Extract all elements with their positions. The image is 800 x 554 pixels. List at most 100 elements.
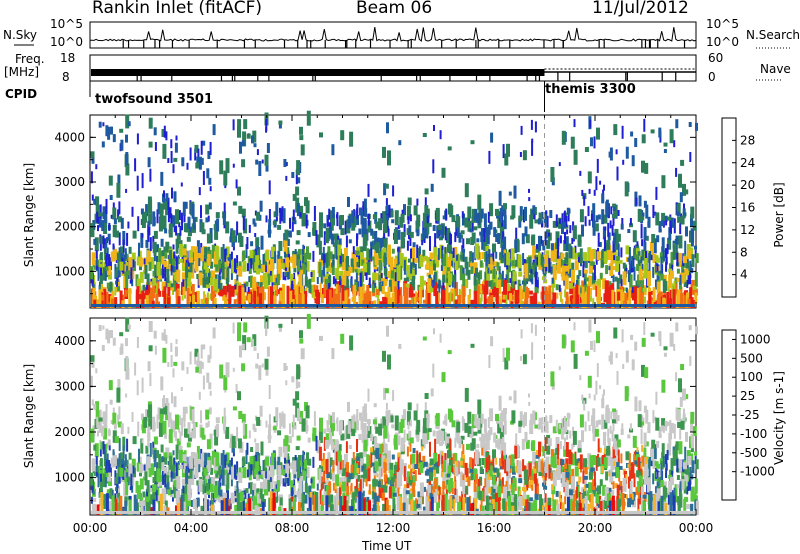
velocity-cell xyxy=(627,476,630,489)
power-cell xyxy=(481,228,484,237)
velocity-cell xyxy=(643,447,647,458)
power-cell xyxy=(505,294,508,305)
power-cell xyxy=(545,210,548,215)
power-cell xyxy=(117,262,120,278)
power-cell xyxy=(656,257,661,263)
power-cell xyxy=(176,233,181,240)
power-cell xyxy=(374,255,379,266)
velocity-cell xyxy=(489,427,493,436)
velocity-cell xyxy=(484,487,489,502)
velocity-cell xyxy=(519,411,523,426)
power-cell xyxy=(215,264,219,272)
power-cell xyxy=(622,159,625,165)
velocity-cell xyxy=(616,484,620,500)
power-cell xyxy=(668,274,673,289)
power-cell xyxy=(226,267,230,283)
velocity-cell xyxy=(200,453,205,468)
velocity-cell xyxy=(671,470,674,477)
velocity-cell xyxy=(643,405,647,413)
velocity-cell xyxy=(484,478,488,489)
power-cell xyxy=(407,197,412,206)
power-cell xyxy=(155,283,158,295)
velocity-cell xyxy=(559,458,563,474)
velocity-cell xyxy=(206,439,211,450)
power-cell xyxy=(301,213,306,227)
velocity-cell xyxy=(508,464,512,469)
velocity-cell xyxy=(656,488,661,501)
power-cell xyxy=(128,257,133,273)
velocity-cell xyxy=(476,486,480,499)
power-ground-cell xyxy=(680,293,684,308)
power-colorbar-tick-label: 4 xyxy=(740,268,748,282)
power-ground-cell xyxy=(337,285,341,308)
velocity-cell xyxy=(124,477,128,483)
velocity-cell xyxy=(458,438,462,449)
power-cell xyxy=(449,291,452,302)
power-cell xyxy=(625,245,630,255)
power-cell xyxy=(136,256,141,266)
velocity-cell xyxy=(430,388,434,397)
power-cell xyxy=(132,259,135,268)
power-cell xyxy=(205,204,210,215)
power-cell xyxy=(306,246,309,260)
power-cell xyxy=(641,239,644,247)
power-ground-cell xyxy=(141,290,145,308)
velocity-cell xyxy=(238,411,243,419)
power-cell xyxy=(343,247,348,262)
velocity-cell xyxy=(335,451,338,466)
power-cell xyxy=(189,257,194,263)
velocity-cell xyxy=(94,443,99,458)
power-cell xyxy=(540,254,544,266)
velocity-cell xyxy=(237,391,241,401)
velocity-cell xyxy=(398,343,402,349)
velocity-cell xyxy=(558,366,561,371)
velocity-cell xyxy=(251,338,254,347)
velocity-cell xyxy=(493,432,497,443)
velocity-cell xyxy=(446,499,451,511)
power-cell xyxy=(391,219,395,224)
power-cell xyxy=(441,245,444,250)
power-cell xyxy=(483,227,486,242)
velocity-cell xyxy=(97,422,100,429)
power-cell xyxy=(443,254,446,266)
power-cell xyxy=(425,289,430,305)
velocity-cell xyxy=(573,353,578,369)
velocity-cell xyxy=(175,431,178,442)
power-cell xyxy=(230,285,235,297)
velocity-cell xyxy=(412,464,415,472)
power-cell xyxy=(592,281,597,290)
velocity-cell xyxy=(650,332,655,337)
power-ground-cell xyxy=(363,293,367,308)
power-cell xyxy=(284,276,287,281)
power-cell xyxy=(479,297,482,306)
power-cell xyxy=(524,206,527,221)
power-cell xyxy=(159,203,164,214)
power-cell xyxy=(591,261,595,268)
velocity-cell xyxy=(176,438,181,446)
power-cell xyxy=(283,239,288,254)
velocity-cell xyxy=(397,430,400,435)
velocity-cell xyxy=(661,379,666,393)
power-ytick-label: 2000 xyxy=(54,220,85,234)
power-cell xyxy=(645,251,647,258)
velocity-cell xyxy=(618,465,623,470)
velocity-cell xyxy=(239,345,242,358)
velocity-cell xyxy=(367,388,370,402)
power-cell xyxy=(332,254,335,266)
velocity-cell xyxy=(436,431,440,444)
power-cell xyxy=(167,280,172,289)
velocity-cell xyxy=(467,426,472,438)
velocity-cell xyxy=(236,426,239,441)
velocity-cell xyxy=(631,493,634,500)
velocity-cell xyxy=(196,480,200,486)
velocity-cell xyxy=(365,478,368,487)
power-cell xyxy=(689,260,692,274)
velocity-cell xyxy=(231,435,236,448)
power-ground-cell xyxy=(387,286,391,308)
velocity-cell xyxy=(470,343,475,348)
power-ground-cell xyxy=(119,290,123,308)
velocity-cell xyxy=(605,412,609,423)
velocity-cell xyxy=(358,434,362,440)
power-cell xyxy=(149,237,152,252)
nsearch-tick-top: 10^5 xyxy=(706,17,739,31)
